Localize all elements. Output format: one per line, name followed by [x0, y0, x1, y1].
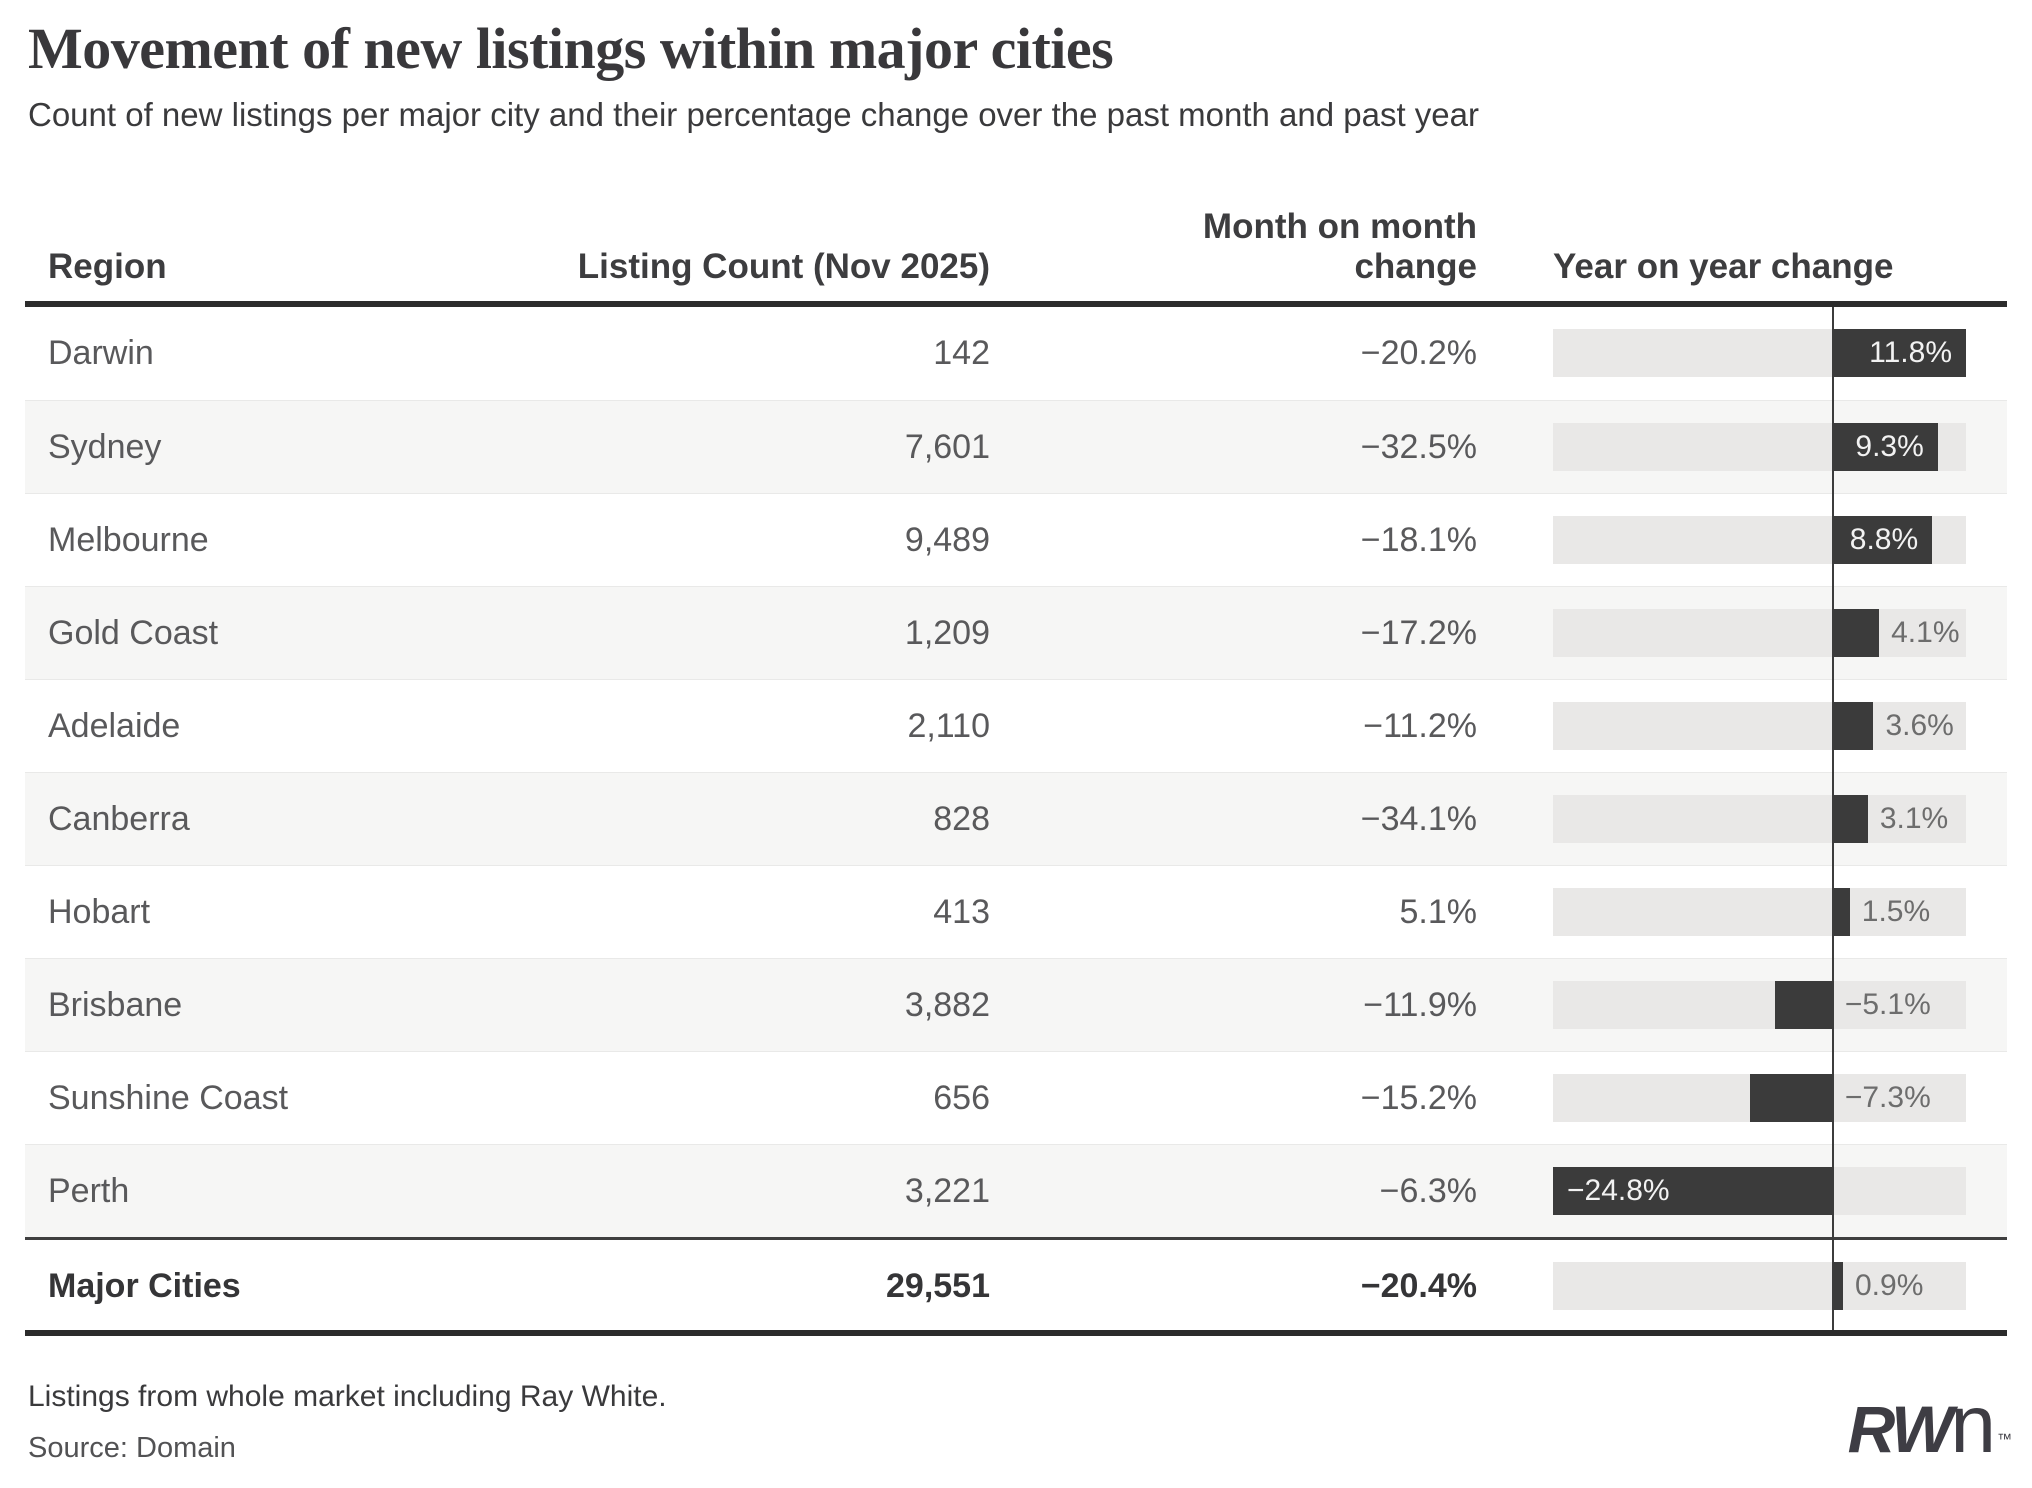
- yoy-bar-track: [1553, 1262, 1966, 1310]
- region-cell: Sydney: [48, 428, 162, 466]
- yoy-bar-label: 1.5%: [1861, 895, 1931, 928]
- table-row: Perth 3,221 −6.3% −24.8%: [25, 1144, 2007, 1237]
- yoy-bar-chart-cell: 3.6%: [1553, 702, 1966, 750]
- mom-cell: −17.2%: [1360, 614, 1477, 652]
- yoy-bar: [1832, 795, 1868, 843]
- table-row: Melbourne 9,489 −18.1% 8.8%: [25, 493, 2007, 586]
- table-body: Darwin 142 −20.2% 11.8% Sydney 7,601 −32…: [25, 307, 2007, 1336]
- yoy-bar-track: [1553, 609, 1966, 657]
- column-header-region: Region: [48, 247, 167, 286]
- count-cell: 1,209: [904, 614, 990, 652]
- table-row: Darwin 142 −20.2% 11.8%: [25, 307, 2007, 400]
- rwn-logo-n: n: [1950, 1379, 1996, 1470]
- yoy-bar-chart-cell: 9.3%: [1553, 423, 1966, 471]
- listings-table: Region Listing Count (Nov 2025) Month on…: [25, 207, 2007, 1336]
- yoy-bar-chart-cell: 4.1%: [1553, 609, 1966, 657]
- rwn-logo-rw: RW: [1847, 1392, 1954, 1466]
- region-cell: Canberra: [48, 800, 190, 838]
- yoy-bar: [1832, 702, 1874, 750]
- footnote: Listings from whole market including Ray…: [28, 1380, 667, 1413]
- yoy-bar-track: [1553, 795, 1966, 843]
- yoy-bar-chart-cell: 0.9%: [1553, 1262, 1966, 1310]
- mom-cell: −34.1%: [1360, 800, 1477, 838]
- yoy-bar-chart-cell: −24.8%: [1553, 1167, 1966, 1215]
- trademark-symbol: ™: [1997, 1431, 2012, 1448]
- yoy-bar-chart-cell: 3.1%: [1553, 795, 1966, 843]
- yoy-bar-label: 3.6%: [1885, 709, 1954, 742]
- count-cell: 828: [933, 800, 990, 838]
- yoy-bar-label: −7.3%: [1844, 1081, 1931, 1114]
- page-title: Movement of new listings within major ci…: [28, 16, 1114, 81]
- rwn-logo: RWn ™: [1848, 1378, 2012, 1472]
- yoy-bar-label: 11.8%: [1869, 336, 1952, 369]
- table-row: Canberra 828 −34.1% 3.1%: [25, 772, 2007, 865]
- count-cell: 413: [933, 893, 990, 931]
- column-header-month-change: Month on month change: [1202, 207, 1477, 286]
- yoy-bar: [1775, 981, 1833, 1029]
- region-cell: Major Cities: [48, 1267, 241, 1305]
- count-cell: 142: [933, 334, 990, 372]
- yoy-bar-track: [1553, 981, 1966, 1029]
- yoy-bar-label: 8.8%: [1849, 523, 1919, 556]
- yoy-bar-chart-cell: 8.8%: [1553, 516, 1966, 564]
- yoy-bar: [1832, 888, 1850, 936]
- yoy-bar-label: 0.9%: [1855, 1269, 1924, 1302]
- table-row: Sydney 7,601 −32.5% 9.3%: [25, 400, 2007, 493]
- yoy-bar: [1832, 609, 1880, 657]
- mom-cell: −32.5%: [1360, 428, 1477, 466]
- yoy-bar-label: −24.8%: [1567, 1174, 1670, 1207]
- region-cell: Brisbane: [48, 986, 183, 1024]
- mom-cell: −18.1%: [1360, 521, 1477, 559]
- count-cell: 3,221: [904, 1172, 990, 1210]
- yoy-bar-label: 3.1%: [1879, 802, 1949, 835]
- table-row: Major Cities 29,551 −20.4% 0.9%: [25, 1237, 2007, 1330]
- yoy-bar-track: [1553, 888, 1966, 936]
- table-row: Adelaide 2,110 −11.2% 3.6%: [25, 679, 2007, 772]
- mom-cell: −20.2%: [1360, 334, 1477, 372]
- yoy-bar: [1832, 423, 1938, 471]
- yoy-bar-label: −5.1%: [1844, 988, 1931, 1021]
- yoy-bar: [1832, 329, 1966, 377]
- yoy-bar: [1750, 1074, 1833, 1122]
- count-cell: 29,551: [886, 1267, 990, 1305]
- source-attribution: Source: Domain: [28, 1432, 236, 1464]
- mom-cell: −6.3%: [1379, 1172, 1477, 1210]
- yoy-bar-chart-cell: 1.5%: [1553, 888, 1966, 936]
- mom-cell: −11.2%: [1363, 707, 1477, 745]
- region-cell: Darwin: [48, 334, 154, 372]
- table-row: Brisbane 3,882 −11.9% −5.1%: [25, 958, 2007, 1051]
- page-subtitle: Count of new listings per major city and…: [28, 96, 1480, 133]
- region-cell: Gold Coast: [48, 614, 219, 652]
- yoy-bar-chart-cell: 11.8%: [1553, 329, 1966, 377]
- yoy-bar: [1832, 1262, 1843, 1310]
- count-cell: 9,489: [904, 521, 990, 559]
- yoy-bar-chart-cell: −7.3%: [1553, 1074, 1966, 1122]
- mom-cell: −11.9%: [1363, 986, 1477, 1024]
- yoy-bar-label: 9.3%: [1855, 430, 1924, 463]
- yoy-bar-label: 4.1%: [1891, 616, 1960, 649]
- table-row: Hobart 413 5.1% 1.5%: [25, 865, 2007, 958]
- region-cell: Perth: [48, 1172, 130, 1210]
- table-row: Sunshine Coast 656 −15.2% −7.3%: [25, 1051, 2007, 1144]
- count-cell: 3,882: [904, 986, 990, 1024]
- yoy-bar: [1553, 1167, 1833, 1215]
- table-header-row: Region Listing Count (Nov 2025) Month on…: [25, 207, 2007, 307]
- yoy-bar-chart-cell: −5.1%: [1553, 981, 1966, 1029]
- count-cell: 2,110: [907, 707, 990, 745]
- count-cell: 656: [933, 1079, 990, 1117]
- region-cell: Melbourne: [48, 521, 209, 559]
- mom-cell: 5.1%: [1399, 893, 1478, 931]
- column-header-listing-count: Listing Count (Nov 2025): [577, 247, 990, 286]
- yoy-bar: [1832, 516, 1933, 564]
- mom-cell: −20.4%: [1360, 1267, 1477, 1305]
- region-cell: Hobart: [48, 893, 151, 931]
- region-cell: Adelaide: [48, 707, 181, 745]
- region-cell: Sunshine Coast: [48, 1079, 289, 1117]
- yoy-bar-track: [1553, 702, 1966, 750]
- column-header-year-change: Year on year change: [1553, 247, 1894, 286]
- mom-cell: −15.2%: [1360, 1079, 1477, 1117]
- count-cell: 7,601: [904, 428, 990, 466]
- table-row: Gold Coast 1,209 −17.2% 4.1%: [25, 586, 2007, 679]
